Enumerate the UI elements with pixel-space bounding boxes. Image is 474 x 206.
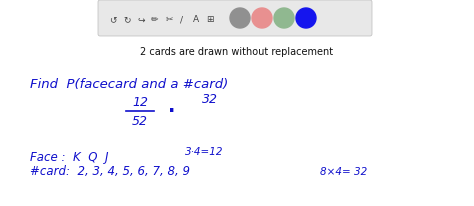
Text: #card:  2, 3, 4, 5, 6, 7, 8, 9: #card: 2, 3, 4, 5, 6, 7, 8, 9 <box>30 165 190 178</box>
Circle shape <box>252 9 272 29</box>
Text: ↻: ↻ <box>123 15 131 24</box>
Text: ✏: ✏ <box>151 15 159 24</box>
Text: ✂: ✂ <box>165 15 173 24</box>
Text: 52: 52 <box>132 115 148 128</box>
Text: 32: 32 <box>202 93 218 106</box>
Text: 8×4= 32: 8×4= 32 <box>320 166 367 176</box>
Text: ↺: ↺ <box>109 15 117 24</box>
Text: 12: 12 <box>132 96 148 109</box>
Circle shape <box>230 9 250 29</box>
Text: 3·4=12: 3·4=12 <box>185 146 224 156</box>
FancyBboxPatch shape <box>98 1 372 37</box>
Text: Find  P(facecard and a #card): Find P(facecard and a #card) <box>30 78 228 91</box>
Circle shape <box>296 9 316 29</box>
Text: 2 cards are drawn without replacement: 2 cards are drawn without replacement <box>140 47 334 57</box>
Text: ⊞: ⊞ <box>206 15 214 24</box>
Text: /: / <box>181 15 183 24</box>
Text: ↪: ↪ <box>137 15 145 24</box>
Text: Face :  K  Q  J: Face : K Q J <box>30 151 109 164</box>
Text: ·: · <box>168 102 176 121</box>
Text: A: A <box>193 15 199 24</box>
Circle shape <box>274 9 294 29</box>
